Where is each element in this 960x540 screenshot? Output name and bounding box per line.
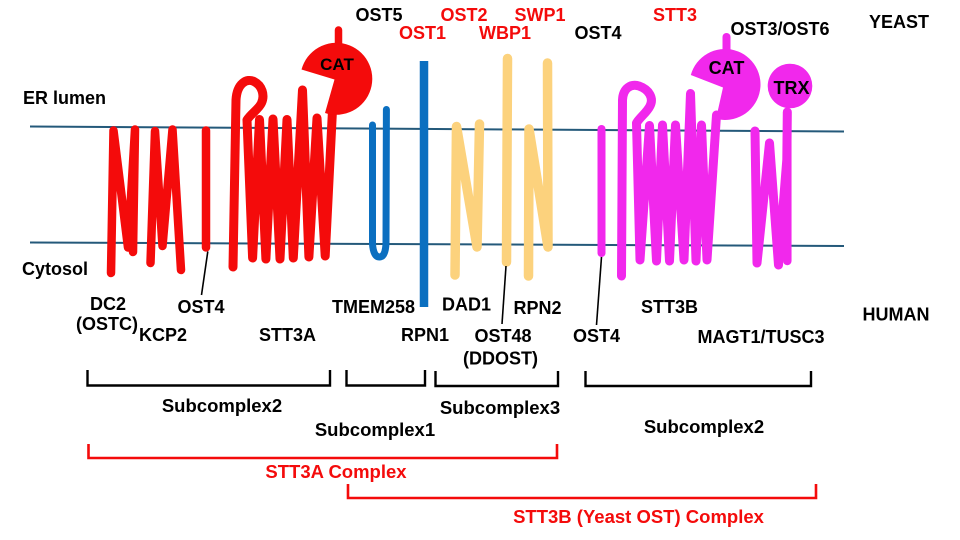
svg-text:DAD1: DAD1 xyxy=(442,295,491,315)
svg-text:Subcomplex3: Subcomplex3 xyxy=(440,397,560,418)
svg-text:SWP1: SWP1 xyxy=(514,5,565,25)
svg-text:Subcomplex1: Subcomplex1 xyxy=(315,419,435,440)
svg-text:TMEM258: TMEM258 xyxy=(332,297,415,317)
svg-text:DC2: DC2 xyxy=(90,294,126,314)
svg-text:STT3B: STT3B xyxy=(641,297,698,317)
svg-text:OST4: OST4 xyxy=(177,297,224,317)
svg-text:TRX: TRX xyxy=(774,78,810,98)
svg-text:(DDOST): (DDOST) xyxy=(463,349,538,369)
svg-text:CAT: CAT xyxy=(709,58,745,78)
svg-text:OST4: OST4 xyxy=(573,326,620,346)
svg-text:OST2: OST2 xyxy=(440,5,487,25)
svg-text:HUMAN: HUMAN xyxy=(863,305,930,325)
svg-text:WBP1: WBP1 xyxy=(479,23,531,43)
svg-text:OST4: OST4 xyxy=(574,23,621,43)
svg-text:OST1: OST1 xyxy=(399,23,446,43)
svg-text:ER lumen: ER lumen xyxy=(23,88,106,108)
svg-text:Subcomplex2: Subcomplex2 xyxy=(162,395,282,416)
svg-text:(OSTC): (OSTC) xyxy=(76,314,138,334)
svg-text:RPN1: RPN1 xyxy=(401,325,449,345)
svg-text:OST3/OST6: OST3/OST6 xyxy=(730,19,829,39)
svg-text:STT3B (Yeast OST) Complex: STT3B (Yeast OST) Complex xyxy=(513,506,765,527)
svg-text:MAGT1/TUSC3: MAGT1/TUSC3 xyxy=(697,327,824,347)
svg-text:STT3A: STT3A xyxy=(259,325,316,345)
svg-text:Subcomplex2: Subcomplex2 xyxy=(644,416,764,437)
svg-text:STT3: STT3 xyxy=(653,5,697,25)
svg-text:STT3A Complex: STT3A Complex xyxy=(265,461,407,482)
svg-text:OST5: OST5 xyxy=(355,5,402,25)
svg-text:RPN2: RPN2 xyxy=(513,298,561,318)
svg-text:CAT: CAT xyxy=(320,55,354,74)
svg-text:KCP2: KCP2 xyxy=(139,325,187,345)
svg-text:Cytosol: Cytosol xyxy=(22,259,88,279)
svg-text:OST48: OST48 xyxy=(474,326,531,346)
svg-text:YEAST: YEAST xyxy=(869,12,929,32)
